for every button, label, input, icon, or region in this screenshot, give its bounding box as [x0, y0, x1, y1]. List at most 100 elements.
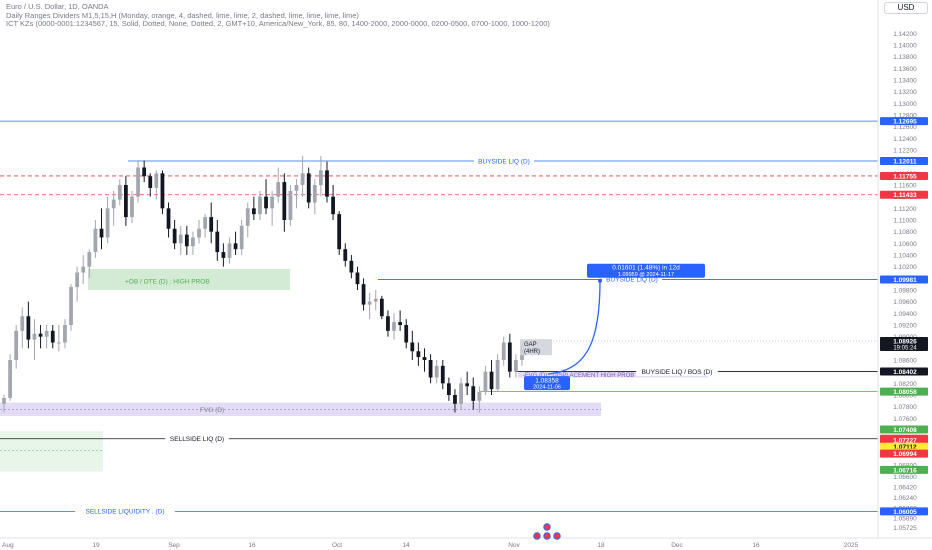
candle-body[interactable] — [483, 371, 488, 393]
candle-body[interactable] — [416, 351, 421, 358]
candle-body[interactable] — [282, 182, 287, 220]
price-tag[interactable] — [880, 275, 928, 284]
candle-body[interactable] — [123, 185, 128, 218]
candle-body[interactable] — [215, 231, 220, 253]
candle-body[interactable] — [392, 322, 396, 331]
candle-body[interactable] — [56, 342, 61, 344]
candle-body[interactable] — [105, 208, 110, 238]
candle-body[interactable] — [367, 301, 372, 305]
candle-body[interactable] — [404, 325, 409, 343]
displacement-fvg-zone[interactable] — [518, 371, 708, 378]
candle-body[interactable] — [245, 208, 250, 226]
candle-body[interactable] — [233, 243, 238, 250]
candle-body[interactable] — [2, 397, 6, 404]
projection-curve[interactable] — [547, 280, 601, 375]
candle-body[interactable] — [227, 243, 232, 258]
candle-body[interactable] — [75, 272, 80, 288]
candle-body[interactable] — [495, 360, 500, 390]
entry-label-box[interactable] — [524, 376, 570, 391]
candle-body[interactable] — [312, 185, 317, 203]
time-axis[interactable] — [0, 538, 932, 550]
price-tag[interactable] — [880, 117, 928, 126]
price-tag[interactable] — [880, 436, 928, 445]
candle-body[interactable] — [258, 196, 262, 215]
candle-body[interactable] — [239, 225, 244, 250]
economic-event-icon[interactable] — [533, 532, 541, 540]
candle-body[interactable] — [434, 365, 439, 378]
candle-body[interactable] — [184, 234, 189, 247]
candle-body[interactable] — [20, 316, 25, 331]
candle-body[interactable] — [93, 228, 98, 253]
candle-body[interactable] — [221, 252, 226, 258]
candle-body[interactable] — [50, 330, 55, 343]
candle-body[interactable] — [471, 386, 476, 401]
candle-body[interactable] — [197, 228, 201, 238]
candle-body[interactable] — [410, 342, 415, 352]
candle-body[interactable] — [361, 284, 366, 305]
candle-body[interactable] — [209, 217, 214, 232]
economic-event-icon[interactable] — [553, 532, 561, 540]
candle-body[interactable] — [166, 208, 171, 229]
candle-body[interactable] — [507, 342, 512, 372]
candle-body[interactable] — [172, 228, 177, 244]
price-tag[interactable] — [880, 465, 928, 474]
candle-body[interactable] — [319, 170, 323, 185]
candle-body[interactable] — [191, 237, 195, 247]
measure-label-box[interactable] — [587, 263, 705, 278]
candle-body[interactable] — [130, 196, 134, 218]
candle-body[interactable] — [325, 170, 329, 197]
candle-body[interactable] — [294, 185, 299, 191]
candle-body[interactable] — [87, 252, 92, 267]
candle-body[interactable] — [446, 383, 451, 395]
candle-body[interactable] — [203, 217, 207, 229]
candle-body[interactable] — [154, 173, 159, 188]
candle-body[interactable] — [8, 360, 12, 398]
candle-body[interactable] — [398, 322, 403, 325]
candle-body[interactable] — [63, 325, 67, 343]
candle-body[interactable] — [148, 176, 153, 188]
price-tag[interactable] — [880, 387, 928, 396]
symbol-title[interactable]: Euro / U.S. Dollar, 1D, OANDA — [6, 2, 109, 11]
price-tag[interactable] — [880, 157, 928, 166]
candle-body[interactable] — [99, 228, 104, 238]
candle-body[interactable] — [373, 298, 378, 302]
ob-ote-zone[interactable] — [88, 269, 290, 290]
candle-body[interactable] — [270, 196, 275, 209]
candle-body[interactable] — [349, 260, 354, 273]
candle-body[interactable] — [489, 371, 494, 390]
candle-body[interactable] — [459, 383, 463, 404]
candle-body[interactable] — [142, 167, 147, 177]
price-tag[interactable] — [880, 171, 928, 180]
price-tag[interactable] — [880, 367, 928, 376]
candle-body[interactable] — [514, 360, 518, 372]
candle-body[interactable] — [44, 330, 49, 337]
candle-body[interactable] — [288, 190, 293, 220]
price-tag[interactable] — [880, 425, 928, 434]
price-tag[interactable] — [880, 449, 928, 458]
candle-body[interactable] — [300, 173, 305, 185]
price-tag[interactable] — [880, 190, 928, 199]
candle-body[interactable] — [160, 173, 165, 209]
candle-body[interactable] — [355, 272, 360, 285]
price-tag[interactable] — [880, 507, 928, 516]
gap-box[interactable] — [520, 339, 552, 356]
indicator-ict-kzs[interactable]: ICT KZs (0000-0001:1234567, 15, Solid, D… — [6, 19, 550, 28]
economic-event-icon[interactable] — [543, 532, 551, 540]
candle-body[interactable] — [136, 167, 140, 197]
economic-event-icon[interactable] — [543, 523, 551, 531]
candle-body[interactable] — [178, 234, 183, 244]
candle-body[interactable] — [81, 266, 86, 273]
candle-body[interactable] — [276, 182, 281, 197]
candle-body[interactable] — [26, 316, 31, 340]
candle-body[interactable] — [343, 249, 348, 261]
candle-body[interactable] — [14, 330, 19, 360]
candle-body[interactable] — [386, 316, 390, 331]
candle-body[interactable] — [251, 208, 256, 215]
candle-body[interactable] — [428, 360, 433, 378]
candle-body[interactable] — [111, 199, 116, 209]
candle-body[interactable] — [32, 333, 37, 340]
candle-body[interactable] — [306, 173, 311, 203]
candle-body[interactable] — [422, 357, 427, 360]
